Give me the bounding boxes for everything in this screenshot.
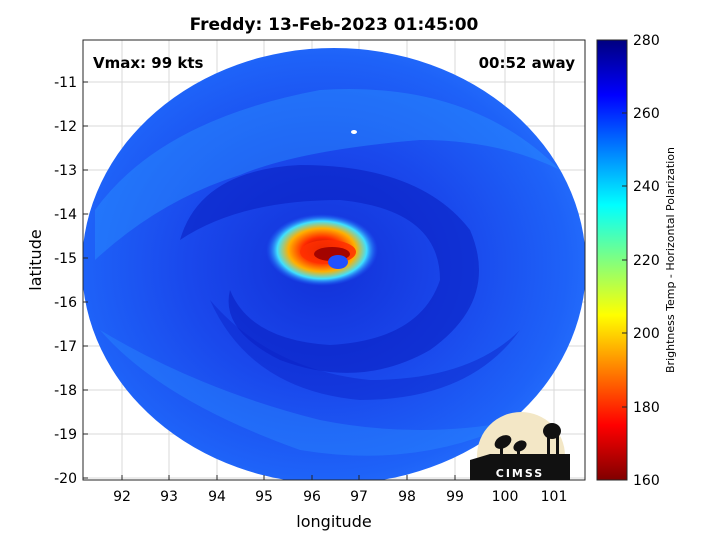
x-axis-label: longitude xyxy=(296,512,371,531)
x-tick-label: 92 xyxy=(113,489,131,505)
x-tick-label: 100 xyxy=(492,489,519,505)
colorbar-label: Brightness Temp - Horizontal Polarizatio… xyxy=(664,147,677,373)
cimss-logo: CIMSS xyxy=(470,412,570,480)
x-tick-label: 101 xyxy=(541,489,568,505)
x-tick-label: 94 xyxy=(208,489,226,505)
y-tick-label: -13 xyxy=(54,163,77,179)
eye xyxy=(328,255,348,269)
colorbar-tick-label: 160 xyxy=(633,473,660,489)
y-tick-label: -17 xyxy=(54,339,77,355)
x-tick-label: 98 xyxy=(398,489,416,505)
colorbar-tick-label: 180 xyxy=(633,400,660,416)
x-tick-label: 99 xyxy=(446,489,464,505)
colorbar-tick-label: 260 xyxy=(633,106,660,122)
x-tick-label: 95 xyxy=(255,489,273,505)
y-tick-label: -14 xyxy=(54,207,77,223)
y-tick-label: -19 xyxy=(54,427,77,443)
y-tick-label: -12 xyxy=(54,119,77,135)
colorbar: 280 260 240 220 200 180 160 Brightness T… xyxy=(596,33,677,489)
brightness-temperature-swath xyxy=(83,48,585,480)
chart-title: Freddy: 13-Feb-2023 01:45:00 xyxy=(190,15,479,35)
colorbar-tick-label: 220 xyxy=(633,253,660,269)
y-axis-label: latitude xyxy=(26,229,45,290)
x-tick-label: 93 xyxy=(160,489,178,505)
colorbar-tick-label: 240 xyxy=(633,179,660,195)
time-away-label: 00:52 away xyxy=(479,54,576,72)
y-tick-label: -11 xyxy=(54,75,77,91)
logo-text: CIMSS xyxy=(496,467,544,480)
y-tick-label: -16 xyxy=(54,295,77,311)
axes-frame xyxy=(82,39,586,481)
x-tick-label: 96 xyxy=(303,489,321,505)
colorbar-tick-label: 200 xyxy=(633,326,660,342)
y-tick-label: -18 xyxy=(54,383,77,399)
colorbar-tick-label: 280 xyxy=(633,33,660,49)
x-tick-label: 97 xyxy=(350,489,368,505)
vmax-label: Vmax: 99 kts xyxy=(93,54,203,72)
y-tick-label: -15 xyxy=(54,251,77,267)
y-tick-label: -20 xyxy=(54,471,77,487)
